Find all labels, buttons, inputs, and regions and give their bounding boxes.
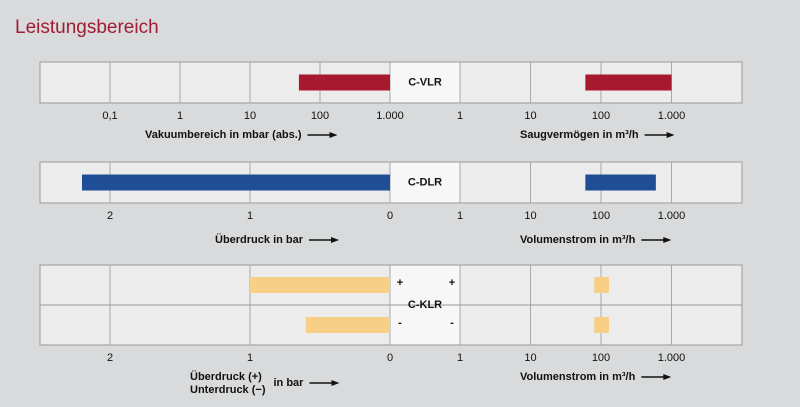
chart-label: C-DLR <box>408 176 442 188</box>
range-bar <box>306 317 390 333</box>
range-bar <box>585 174 656 191</box>
x-tick-label: 2 <box>107 352 113 364</box>
x-tick-label: 100 <box>311 110 329 122</box>
axis-label: Überdruck in bar <box>215 233 304 246</box>
range-bar <box>585 74 672 91</box>
x-tick-label: 10 <box>524 352 536 364</box>
arrow-head <box>663 374 672 380</box>
x-tick-label: 0 <box>387 352 393 364</box>
x-tick-label: 1.000 <box>658 210 686 222</box>
page-title: Leistungsbereich <box>15 17 159 38</box>
row-sign: - <box>450 317 454 329</box>
arrow-head <box>331 380 340 386</box>
x-tick-label: 100 <box>592 352 610 364</box>
x-tick-label: 100 <box>592 210 610 222</box>
x-tick-label: 1 <box>457 210 463 222</box>
range-bar <box>250 277 390 293</box>
x-tick-label: 1 <box>457 352 463 364</box>
range-bar <box>594 277 610 293</box>
arrow-head <box>666 132 675 138</box>
range-bar <box>82 174 390 191</box>
axis-label: Volumenstrom in m³/h <box>520 234 636 246</box>
arrow-head <box>663 237 672 243</box>
x-tick-label: 100 <box>592 110 610 122</box>
axis-label: in bar <box>274 377 305 389</box>
x-tick-label: 1 <box>247 352 253 364</box>
range-bar <box>298 74 390 91</box>
range-bar <box>594 317 610 333</box>
x-tick-label: 1 <box>247 210 253 222</box>
x-tick-label: 1 <box>457 110 463 122</box>
axis-label: Unterdruck (−) <box>190 384 266 396</box>
axis-label: Volumenstrom in m³/h <box>520 371 636 383</box>
x-tick-label: 0,1 <box>102 110 117 122</box>
x-tick-label: 10 <box>524 110 536 122</box>
axis-label: Überdruck (+) <box>190 370 262 383</box>
x-tick-label: 1.000 <box>658 352 686 364</box>
chart-label: C-KLR <box>408 299 442 311</box>
x-tick-label: 10 <box>244 110 256 122</box>
x-tick-label: 1.000 <box>658 110 686 122</box>
arrow-head <box>331 237 340 243</box>
x-tick-label: 1.000 <box>376 110 404 122</box>
x-tick-label: 0 <box>387 210 393 222</box>
x-tick-label: 1 <box>177 110 183 122</box>
center-box <box>389 61 461 104</box>
row-sign: + <box>449 277 455 289</box>
arrow-head <box>329 132 338 138</box>
chart-label: C-VLR <box>408 76 442 88</box>
row-sign: + <box>397 277 403 289</box>
x-tick-label: 10 <box>524 210 536 222</box>
row-sign: - <box>398 317 402 329</box>
x-tick-label: 2 <box>107 210 113 222</box>
axis-label: Vakuumbereich in mbar (abs.) <box>145 129 302 141</box>
axis-label: Saugvermögen in m³/h <box>520 129 639 141</box>
